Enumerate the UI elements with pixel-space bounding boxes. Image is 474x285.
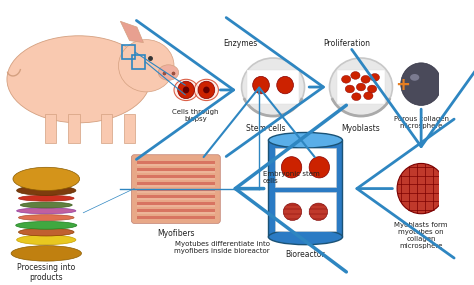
Ellipse shape (18, 215, 74, 221)
Ellipse shape (329, 58, 392, 116)
Bar (275, 148, 336, 187)
Bar (137, 171, 215, 173)
Ellipse shape (352, 93, 361, 101)
Text: Cells through
biopsy: Cells through biopsy (172, 109, 219, 122)
Bar (137, 162, 215, 164)
Ellipse shape (16, 221, 77, 229)
Bar (122, 45, 135, 59)
Bar (137, 175, 215, 178)
Bar (137, 198, 215, 200)
Bar (137, 182, 215, 185)
Ellipse shape (367, 85, 377, 93)
Bar (101, 114, 112, 143)
Bar (137, 216, 215, 219)
Text: Myoblasts form
myotubes on
collagen
microsphere: Myoblasts form myotubes on collagen micr… (394, 222, 448, 249)
Circle shape (198, 81, 215, 99)
Text: Myofibers: Myofibers (157, 229, 195, 238)
Ellipse shape (242, 58, 304, 116)
Ellipse shape (342, 76, 351, 83)
Bar (68, 114, 80, 143)
Ellipse shape (194, 79, 219, 101)
Ellipse shape (118, 40, 174, 92)
Ellipse shape (268, 229, 342, 245)
Circle shape (183, 87, 189, 93)
Circle shape (178, 81, 194, 99)
Circle shape (309, 157, 329, 178)
Ellipse shape (283, 203, 302, 221)
Text: Porous collagen
microsphere: Porous collagen microsphere (393, 116, 448, 129)
Bar (137, 209, 215, 212)
Polygon shape (120, 21, 144, 42)
Text: Bioreactor: Bioreactor (286, 251, 325, 259)
Bar (268, 140, 342, 237)
Ellipse shape (18, 195, 74, 201)
Bar (337, 70, 385, 104)
Ellipse shape (268, 133, 342, 148)
Ellipse shape (17, 235, 76, 245)
Text: Proliferation: Proliferation (324, 39, 371, 48)
Bar (137, 195, 215, 198)
Ellipse shape (356, 83, 365, 91)
Circle shape (401, 63, 441, 105)
Circle shape (397, 163, 445, 214)
Bar (247, 70, 299, 104)
Ellipse shape (309, 203, 328, 221)
Ellipse shape (364, 92, 373, 99)
Bar (46, 114, 56, 143)
Ellipse shape (361, 76, 370, 83)
Bar (275, 192, 336, 231)
Bar (137, 168, 215, 171)
Bar (137, 212, 215, 214)
Circle shape (253, 76, 269, 94)
Text: Processing into
products: Processing into products (17, 263, 75, 282)
Ellipse shape (20, 202, 72, 208)
Ellipse shape (11, 246, 82, 261)
Bar (137, 189, 215, 192)
Ellipse shape (18, 228, 74, 236)
Ellipse shape (13, 167, 80, 190)
Ellipse shape (17, 186, 76, 195)
Bar (137, 164, 215, 166)
Bar (137, 178, 215, 180)
Circle shape (277, 76, 293, 94)
Text: Myotubes differentiate into
myofibers inside bioreactor: Myotubes differentiate into myofibers in… (174, 241, 270, 254)
Bar (137, 192, 215, 194)
Circle shape (282, 157, 302, 178)
Ellipse shape (345, 85, 355, 93)
Text: Myoblasts: Myoblasts (342, 124, 380, 133)
Circle shape (203, 87, 210, 93)
Ellipse shape (7, 36, 150, 123)
Ellipse shape (370, 74, 380, 81)
Text: Enzymes: Enzymes (224, 39, 258, 48)
Text: +: + (395, 76, 410, 94)
Ellipse shape (174, 79, 198, 101)
Bar (124, 114, 135, 143)
Bar (137, 185, 215, 187)
Ellipse shape (17, 208, 76, 214)
Ellipse shape (351, 72, 360, 79)
FancyBboxPatch shape (131, 155, 220, 223)
Text: Embryonic stem
cells: Embryonic stem cells (263, 171, 319, 184)
Ellipse shape (158, 65, 179, 80)
Text: Stem cells: Stem cells (246, 124, 285, 133)
Ellipse shape (410, 74, 419, 81)
Bar (132, 55, 146, 69)
Bar (137, 202, 215, 205)
Bar (137, 205, 215, 207)
